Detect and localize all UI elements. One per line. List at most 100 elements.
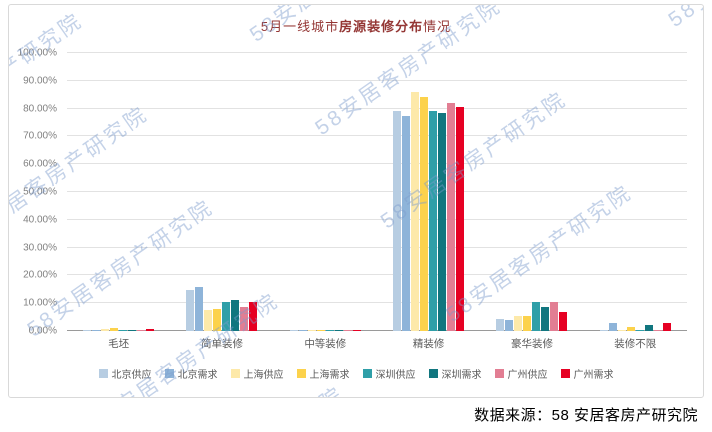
bar-北京供应 <box>599 329 608 331</box>
x-axis-label: 豪华装修 <box>510 338 553 350</box>
bar-上海供应 <box>307 330 316 331</box>
legend-item-上海需求: 上海需求 <box>296 366 350 381</box>
chart-title-bold: 房源装修分布 <box>339 19 424 34</box>
y-tick-label: 30.00% <box>23 242 57 254</box>
legend-item-深圳需求: 深圳需求 <box>428 366 482 381</box>
bar-北京供应 <box>186 289 195 331</box>
bar-groups <box>67 53 687 331</box>
bar-广州供应 <box>447 103 456 331</box>
legend-item-广州供应: 广州供应 <box>494 366 548 381</box>
bar-深圳供应 <box>532 301 541 331</box>
bar-上海需求 <box>626 326 635 331</box>
y-tick-label: 10.00% <box>23 297 57 309</box>
gridline <box>67 218 687 220</box>
legend-swatch <box>362 369 372 378</box>
gridline <box>67 163 687 165</box>
bar-广州需求 <box>352 329 361 331</box>
gridline <box>67 191 687 192</box>
legend-item-广州需求: 广州需求 <box>560 366 614 381</box>
bar-group <box>67 53 170 331</box>
bar-group <box>480 53 583 331</box>
bar-上海需求 <box>110 327 119 331</box>
gridline <box>67 79 687 81</box>
legend-label: 上海需求 <box>309 370 350 381</box>
legend-label: 北京需求 <box>177 370 218 381</box>
bar-深圳需求 <box>541 307 550 331</box>
legend-swatch <box>494 369 504 378</box>
gridline <box>67 107 687 109</box>
bar-cluster <box>599 53 671 331</box>
x-axis-label: 简单装修 <box>200 338 243 350</box>
x-axis-label: 毛坯 <box>108 338 130 350</box>
legend-item-上海供应: 上海供应 <box>230 366 284 381</box>
bar-北京供应 <box>393 111 402 331</box>
bar-cluster <box>186 53 258 331</box>
source-text: 数据来源：58 安居客房产研究院 <box>474 407 698 424</box>
bar-上海供应 <box>514 316 523 331</box>
bar-深圳供应 <box>429 111 438 331</box>
bar-深圳需求 <box>644 324 653 331</box>
legend-item-北京需求: 北京需求 <box>164 366 218 381</box>
bar-广州需求 <box>559 312 568 331</box>
bar-北京需求 <box>298 330 307 331</box>
x-axis-line <box>67 330 687 331</box>
bar-上海供应 <box>101 329 110 331</box>
bar-广州供应 <box>550 302 559 331</box>
gridline <box>67 246 687 248</box>
y-tick-label: 70.00% <box>23 130 57 142</box>
bar-北京需求 <box>92 330 101 331</box>
legend-label: 广州供应 <box>507 370 548 381</box>
y-tick-label: 60.00% <box>23 158 57 170</box>
bar-北京需求 <box>402 115 411 331</box>
legend-label: 深圳供应 <box>375 370 416 381</box>
legend-swatch <box>230 369 240 378</box>
bar-cluster <box>496 53 568 331</box>
bar-北京供应 <box>496 319 505 331</box>
bar-上海需求 <box>420 97 429 331</box>
bar-上海供应 <box>617 330 626 331</box>
bar-上海需求 <box>213 308 222 331</box>
chart-title: 5月一线城市房源装修分布情况 <box>9 16 703 35</box>
legend-label: 北京供应 <box>111 370 152 381</box>
plot-area <box>67 52 687 331</box>
bar-广州供应 <box>137 329 146 331</box>
gridline <box>67 135 687 137</box>
x-axis-labels: 毛坯 简单装修 中等装修 精装修 豪华装修 装修不限 <box>67 336 687 351</box>
gridlines <box>67 52 687 331</box>
legend-label: 深圳需求 <box>441 370 482 381</box>
bar-group <box>274 53 377 331</box>
bar-深圳供应 <box>119 330 128 331</box>
legend: 北京供应 北京需求 上海供应 上海需求 深圳供应 深圳需求 广州供应 广州需求 <box>9 366 703 381</box>
bar-group <box>584 53 687 331</box>
x-axis-label: 装修不限 <box>614 338 657 350</box>
y-tick-label: 50.00% <box>23 186 57 198</box>
bar-北京供应 <box>289 330 298 331</box>
bar-北京供应 <box>83 329 92 331</box>
legend-swatch <box>428 369 438 378</box>
chart-title-post: 情况 <box>423 19 452 34</box>
bar-广州供应 <box>240 307 249 331</box>
bar-上海供应 <box>411 91 420 331</box>
bar-深圳供应 <box>325 330 334 331</box>
y-tick-label: 0.00% <box>28 325 57 337</box>
chart-title-pre: 5月一线城市 <box>260 19 340 34</box>
legend-label: 广州需求 <box>573 370 614 381</box>
y-tick-label: 40.00% <box>23 214 57 226</box>
bar-广州需求 <box>249 301 258 331</box>
bar-北京需求 <box>505 319 514 331</box>
legend-label: 上海供应 <box>243 370 284 381</box>
legend-swatch <box>560 369 570 378</box>
bar-广州需求 <box>456 107 465 331</box>
bar-cluster <box>83 53 155 331</box>
bar-深圳需求 <box>438 112 447 331</box>
y-tick-label: 100.00% <box>17 47 57 59</box>
y-tick-label: 20.00% <box>23 269 57 281</box>
bar-广州供应 <box>343 330 352 331</box>
legend-item-深圳供应: 深圳供应 <box>362 366 416 381</box>
legend-swatch <box>164 369 174 378</box>
gridline <box>67 52 687 53</box>
bar-深圳需求 <box>128 330 137 331</box>
bar-深圳需求 <box>334 330 343 331</box>
bar-北京需求 <box>608 323 617 331</box>
